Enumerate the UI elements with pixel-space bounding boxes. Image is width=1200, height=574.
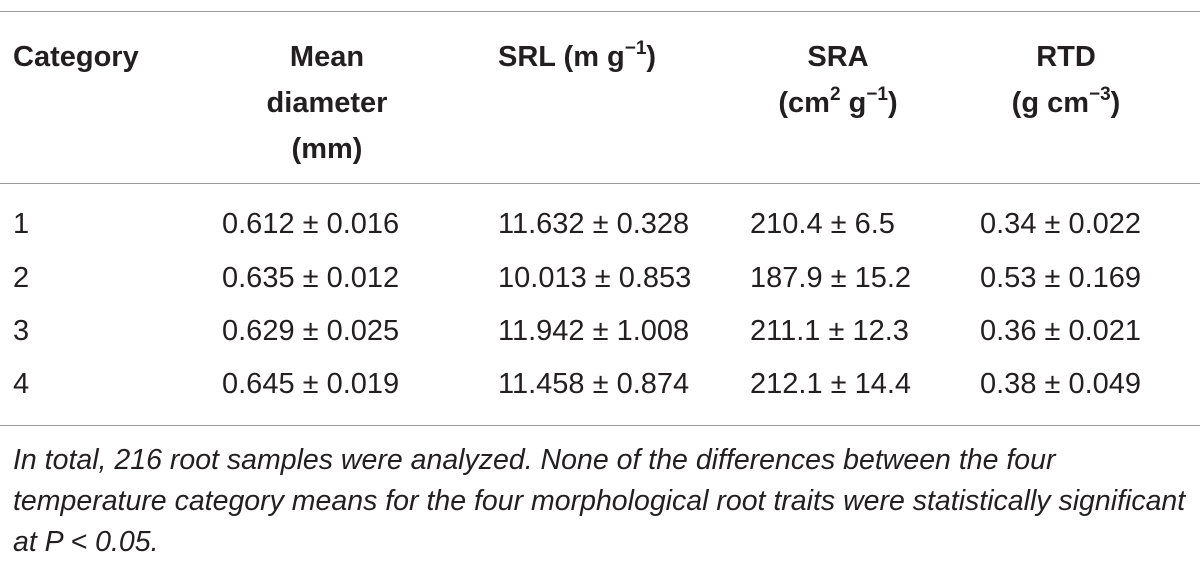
table-row: 3 0.629 ± 0.025 11.942 ± 1.008 211.1 ± 1… xyxy=(0,305,1200,357)
cell-mean-diameter: 0.645 ± 0.019 xyxy=(222,368,400,400)
cell-srl: 11.632 ± 0.328 xyxy=(498,208,690,240)
cell-srl: 11.942 ± 1.008 xyxy=(498,315,690,347)
cell-mean-diameter: 0.629 ± 0.025 xyxy=(222,315,400,347)
cell-sra: 210.4 ± 6.5 xyxy=(750,208,895,240)
table-top-rule xyxy=(0,11,1200,12)
cell-category: 2 xyxy=(13,262,30,294)
table-header-rule xyxy=(0,183,1200,184)
header-category: Category xyxy=(13,41,139,73)
cell-srl: 10.013 ± 0.853 xyxy=(498,262,692,294)
cell-category: 1 xyxy=(13,208,30,240)
header-mean-diameter-line1: Mean xyxy=(289,41,365,73)
cell-rtd: 0.34 ± 0.022 xyxy=(980,208,1142,240)
header-mean-diameter-line3: (mm) xyxy=(291,133,363,165)
header-rtd: RTD (g cm−3) xyxy=(1011,41,1121,119)
cell-category: 3 xyxy=(13,315,30,347)
table-row: 1 0.612 ± 0.016 11.632 ± 0.328 210.4 ± 6… xyxy=(0,198,1200,250)
cell-rtd: 0.53 ± 0.169 xyxy=(980,262,1142,294)
cell-rtd: 0.38 ± 0.049 xyxy=(980,368,1142,400)
table-footnote: In total, 216 root samples were analyzed… xyxy=(13,444,1186,558)
header-mean-diameter-line2: diameter xyxy=(266,87,388,119)
header-sra: SRA (cm2 g−1) xyxy=(778,41,898,119)
cell-sra: 187.9 ± 15.2 xyxy=(750,262,912,294)
table-row: 4 0.645 ± 0.019 11.458 ± 0.874 212.1 ± 1… xyxy=(0,358,1200,410)
cell-category: 4 xyxy=(13,368,30,400)
header-mean-diameter: Mean diameter (mm) xyxy=(232,34,422,172)
table-row: 2 0.635 ± 0.012 10.013 ± 0.853 187.9 ± 1… xyxy=(0,252,1200,304)
table-bottom-rule xyxy=(0,425,1200,426)
cell-sra: 211.1 ± 12.3 xyxy=(750,315,909,347)
header-srl: SRL (m g−1) xyxy=(498,38,657,73)
cell-srl: 11.458 ± 0.874 xyxy=(498,368,690,400)
cell-rtd: 0.36 ± 0.021 xyxy=(980,315,1142,347)
cell-mean-diameter: 0.612 ± 0.016 xyxy=(222,208,400,240)
cell-sra: 212.1 ± 14.4 xyxy=(750,368,912,400)
cell-mean-diameter: 0.635 ± 0.012 xyxy=(222,262,400,294)
